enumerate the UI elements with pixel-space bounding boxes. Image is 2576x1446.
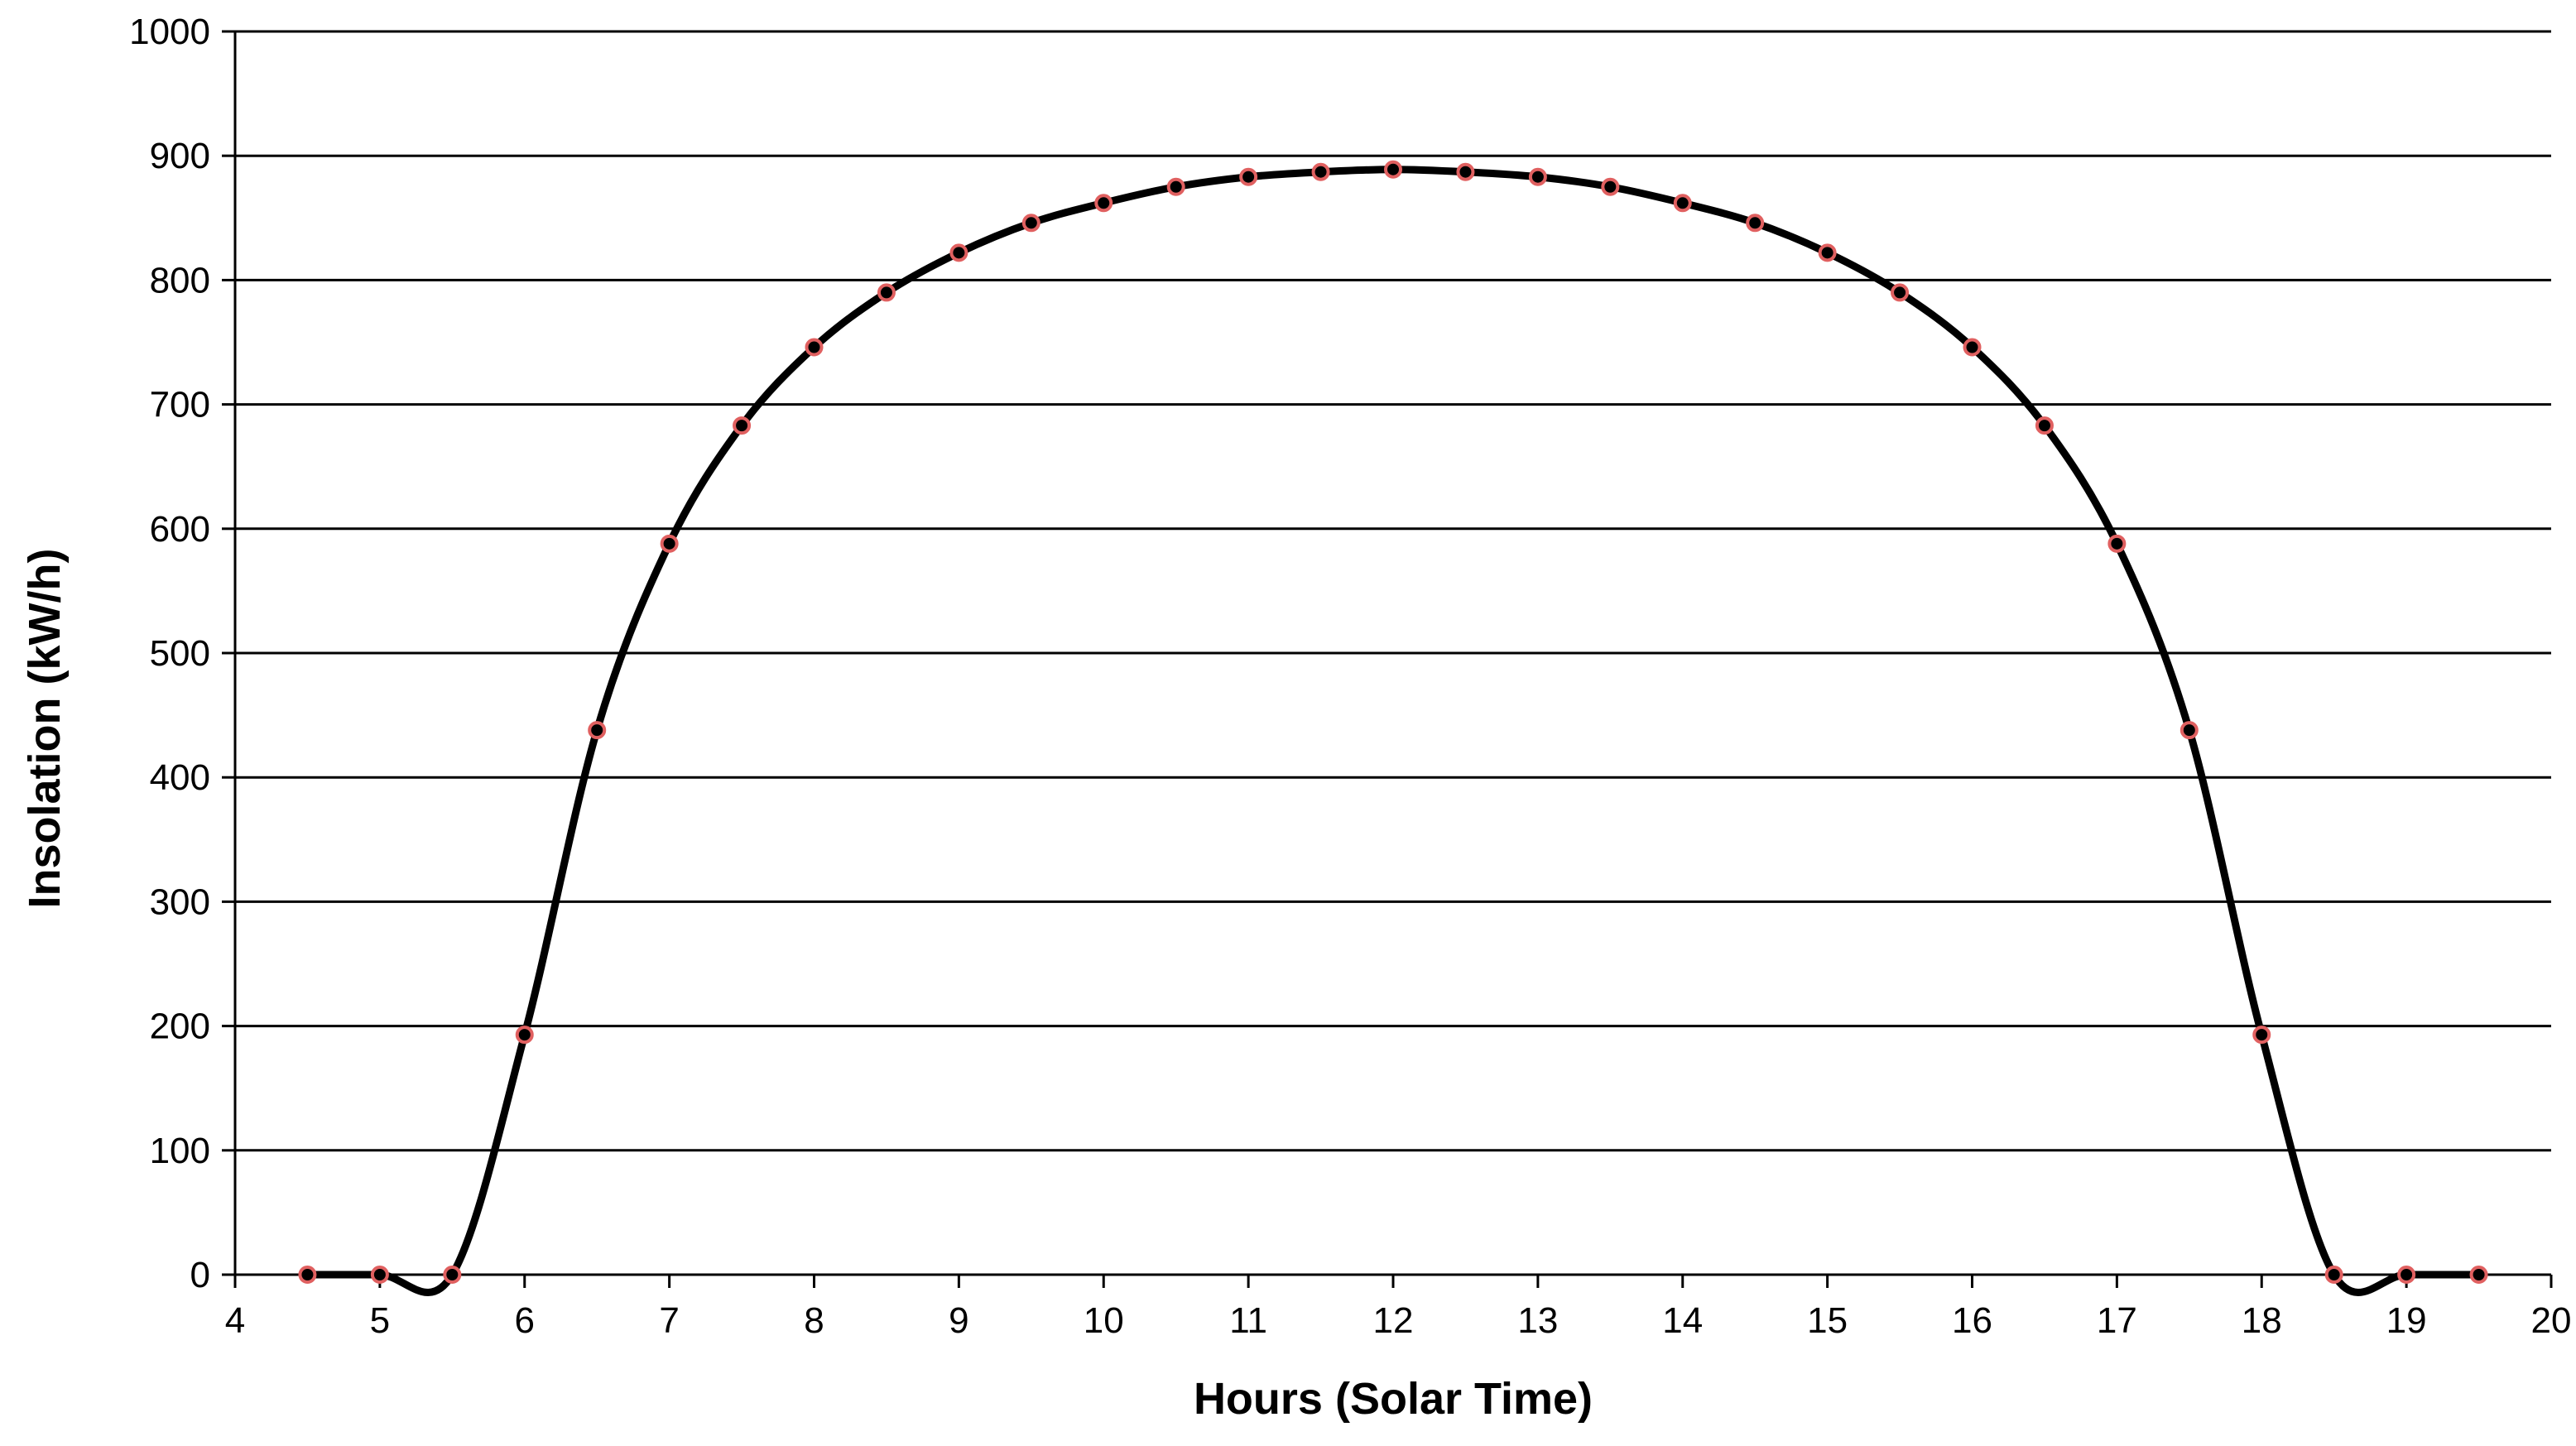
y-tick-label: 1000 (129, 12, 210, 52)
x-tick-label: 5 (370, 1300, 390, 1341)
data-point (1021, 214, 1040, 233)
x-tick-label: 16 (1952, 1300, 1992, 1341)
y-tick-label: 900 (150, 136, 210, 176)
data-point (660, 534, 679, 553)
data-point (588, 721, 607, 740)
series-line-0 (303, 166, 2483, 1296)
data-point (2324, 1266, 2343, 1284)
x-tick-label: 17 (2097, 1300, 2137, 1341)
data-point (1384, 160, 1402, 179)
data-point (1963, 338, 1982, 357)
marker-layer (298, 160, 2488, 1284)
x-tick-label: 10 (1084, 1300, 1124, 1341)
data-point (2180, 721, 2199, 740)
data-point (298, 1266, 317, 1284)
y-tick-label: 500 (150, 633, 210, 674)
data-point (1239, 167, 1258, 186)
data-point (1456, 162, 1475, 181)
y-tick-label: 600 (150, 509, 210, 550)
y-tick-label: 800 (150, 260, 210, 300)
data-point (1673, 194, 1692, 213)
series-layer (303, 166, 2483, 1296)
data-point (1166, 177, 1185, 196)
axes (222, 30, 2553, 1288)
x-tick-labels: 4 5 6 7 8 9 10 11 12 13 14 15 16 17 18 19 20 (225, 1300, 2572, 1341)
data-point (515, 1026, 534, 1045)
y-tick-label: 400 (150, 757, 210, 798)
data-point (733, 416, 752, 435)
y-tick-label: 700 (150, 385, 210, 425)
x-tick-label: 7 (659, 1300, 679, 1341)
data-point (1746, 214, 1765, 233)
x-tick-label: 6 (515, 1300, 535, 1341)
data-point (1891, 283, 1910, 302)
data-point (1601, 177, 1620, 196)
x-axis-title: Hours (Solar Time) (1194, 1374, 1593, 1424)
data-point (1528, 167, 1547, 186)
data-point (370, 1266, 389, 1284)
data-point (443, 1266, 462, 1284)
y-tick-label: 200 (150, 1006, 210, 1047)
data-point (877, 283, 896, 302)
y-tick-labels: 0 100 200 300 400 500 600 700 800 900 1000 (129, 12, 210, 1295)
x-tick-label: 9 (949, 1300, 968, 1341)
data-point (1311, 162, 1330, 181)
data-point (2035, 416, 2054, 435)
x-tick-label: 20 (2531, 1300, 2572, 1341)
data-point (2397, 1266, 2416, 1284)
data-point (805, 338, 824, 357)
data-point (1818, 243, 1837, 262)
y-axis-title: Insolation (kW/h) (20, 549, 70, 909)
y-tick-label: 100 (150, 1131, 210, 1171)
x-tick-label: 15 (1807, 1300, 1848, 1341)
x-tick-label: 18 (2242, 1300, 2282, 1341)
x-tick-label: 12 (1373, 1300, 1414, 1341)
x-tick-label: 8 (804, 1300, 824, 1341)
data-point (2107, 534, 2127, 553)
gridlines (235, 30, 2551, 1152)
y-tick-label: 300 (150, 882, 210, 922)
data-point (2469, 1266, 2488, 1284)
x-tick-label: 19 (2386, 1300, 2427, 1341)
data-point (949, 243, 968, 262)
data-point (2252, 1026, 2271, 1045)
x-tick-label: 14 (1662, 1300, 1703, 1341)
data-point (1094, 194, 1113, 213)
x-tick-label: 4 (225, 1300, 245, 1341)
y-tick-label: 0 (190, 1255, 210, 1295)
x-tick-label: 11 (1229, 1300, 1267, 1341)
x-tick-label: 13 (1517, 1300, 1558, 1341)
